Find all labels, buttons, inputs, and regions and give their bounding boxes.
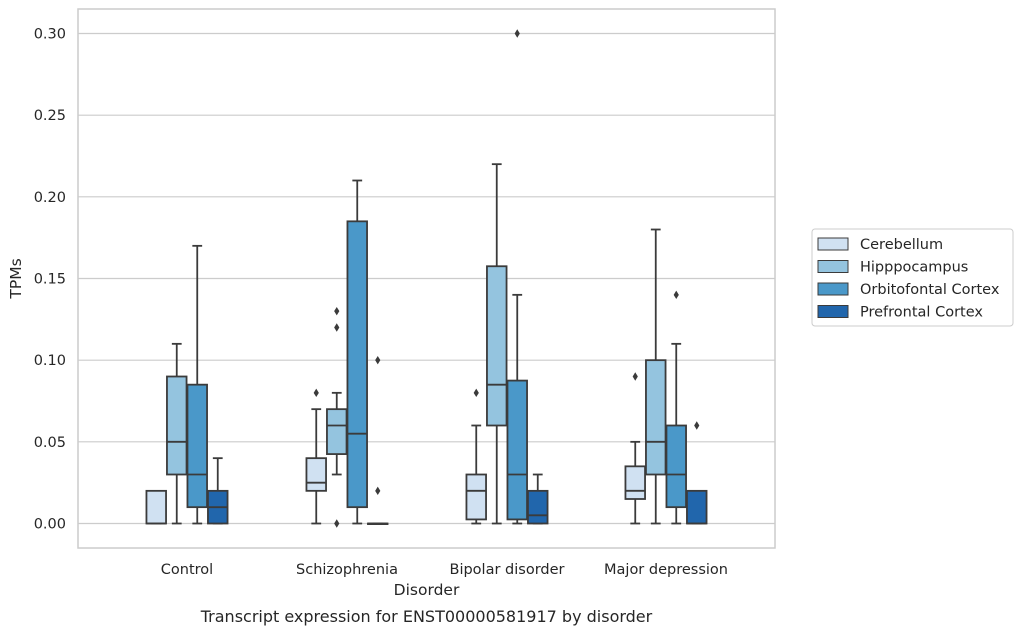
- box-body: [145, 489, 167, 525]
- box-group: [367, 355, 389, 526]
- box-group: [624, 372, 646, 525]
- x-tick-label: Bipolar disorder: [450, 562, 565, 578]
- x-axis-label: Disorder: [394, 581, 460, 599]
- x-tick-label: Major depression: [604, 562, 728, 578]
- plot-frame: [77, 8, 776, 549]
- box-body: [527, 489, 549, 525]
- box-group: [346, 179, 368, 525]
- box-group: [186, 244, 208, 525]
- box-body: [186, 383, 208, 509]
- box-group: [207, 457, 229, 525]
- box-group: [305, 388, 327, 525]
- outlier-point: [673, 290, 679, 300]
- box-body: [346, 220, 368, 509]
- y-axis-label: TPMs: [7, 258, 25, 299]
- y-tick-label: 0.25: [34, 108, 66, 124]
- outlier-point: [313, 388, 319, 398]
- legend-label: Orbitofontal Cortex: [860, 282, 1000, 298]
- box-group: [465, 388, 487, 525]
- outlier-point: [473, 388, 479, 398]
- box-body: [166, 375, 188, 476]
- legend: Cerebellum Hipppocampus Orbitofontal Corte…: [811, 228, 1014, 327]
- legend-swatch: [817, 237, 849, 251]
- legend-label: Prefrontal Cortex: [860, 305, 983, 321]
- box-group: [145, 489, 167, 525]
- chart-caption: Transcript expression for ENST0000058191…: [200, 607, 653, 626]
- outlier-point: [334, 323, 340, 332]
- box-body: [326, 408, 348, 455]
- outlier-point: [375, 355, 381, 365]
- box-group: [166, 342, 188, 525]
- x-axis-ticks: Control Schizophrenia Bipolar disorder Majo…: [161, 562, 728, 578]
- y-tick-label: 0.10: [34, 353, 66, 369]
- legend-label: Hipppocampus: [860, 260, 968, 276]
- x-tick-label: Schizophrenia: [296, 562, 398, 578]
- x-tick-label: Control: [161, 562, 213, 578]
- box-group: [506, 29, 528, 525]
- box-group: [645, 228, 667, 525]
- outlier-point: [375, 486, 381, 496]
- box-body: [686, 489, 708, 525]
- box-body: [305, 457, 327, 492]
- y-tick-label: 0.00: [34, 517, 66, 533]
- outlier-point: [694, 421, 700, 430]
- box-body: [506, 379, 528, 521]
- y-tick-label: 0.20: [34, 190, 66, 206]
- box-group: [686, 421, 708, 525]
- box-body: [645, 359, 667, 476]
- outlier-point: [334, 306, 340, 316]
- box-body: [665, 424, 687, 509]
- legend-swatch: [817, 260, 849, 273]
- box-body: [465, 473, 487, 521]
- legend-frame: [811, 228, 1014, 327]
- legend-swatch: [817, 282, 849, 296]
- legend-label: Cerebellum: [860, 237, 943, 253]
- outlier-point: [632, 372, 638, 381]
- legend-swatch: [817, 305, 849, 318]
- y-axis-ticks: 0.00 0.05 0.10 0.15 0.20 0.25 0.30: [34, 27, 66, 533]
- y-tick-label: 0.05: [34, 435, 66, 451]
- outlier-point: [334, 519, 340, 528]
- y-tick-label: 0.30: [34, 27, 66, 43]
- y-tick-label: 0.15: [34, 272, 66, 288]
- box-body: [486, 265, 508, 427]
- box-marks: [145, 29, 708, 528]
- box-group: [486, 163, 508, 525]
- box-group: [665, 290, 687, 525]
- outlier-point: [514, 29, 520, 38]
- box-body: [624, 465, 646, 500]
- box-group: [527, 473, 549, 525]
